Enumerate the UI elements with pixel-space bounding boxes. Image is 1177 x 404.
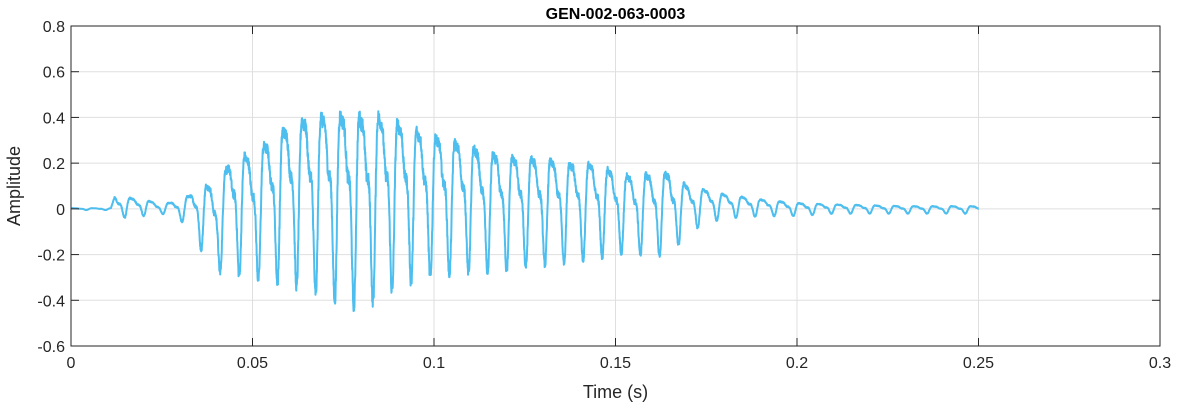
x-axis-label: Time (s) (583, 382, 648, 402)
x-tick-label: 0.1 (423, 355, 445, 372)
y-tick-label: -0.6 (37, 339, 65, 356)
waveform-series (70, 110, 980, 313)
y-tick-label: -0.4 (37, 293, 65, 310)
x-tick-label: 0.05 (237, 355, 268, 372)
x-tick-label: 0.3 (1149, 355, 1171, 372)
x-tick-label: 0.25 (963, 355, 994, 372)
waveform-line (70, 110, 980, 313)
x-tick-label: 0 (67, 355, 76, 372)
y-tick-label: 0.4 (43, 110, 65, 127)
y-axis-label: Amplitude (4, 146, 24, 226)
chart-title: GEN-002-063-0003 (546, 6, 686, 23)
y-tick-label: 0.6 (43, 65, 65, 82)
x-tick-label: 0.2 (786, 355, 808, 372)
y-tick-label: -0.2 (37, 248, 65, 265)
y-tick-label: 0 (56, 202, 65, 219)
y-tick-label: 0.8 (43, 19, 65, 36)
y-tick-label: 0.2 (43, 156, 65, 173)
axis-ticks: 0 0.05 0.1 0.15 0.2 0.25 0.3 -0.6 -0.4 -0.2 0 0.2 0.… (37, 19, 1171, 372)
x-tick-label: 0.15 (600, 355, 631, 372)
